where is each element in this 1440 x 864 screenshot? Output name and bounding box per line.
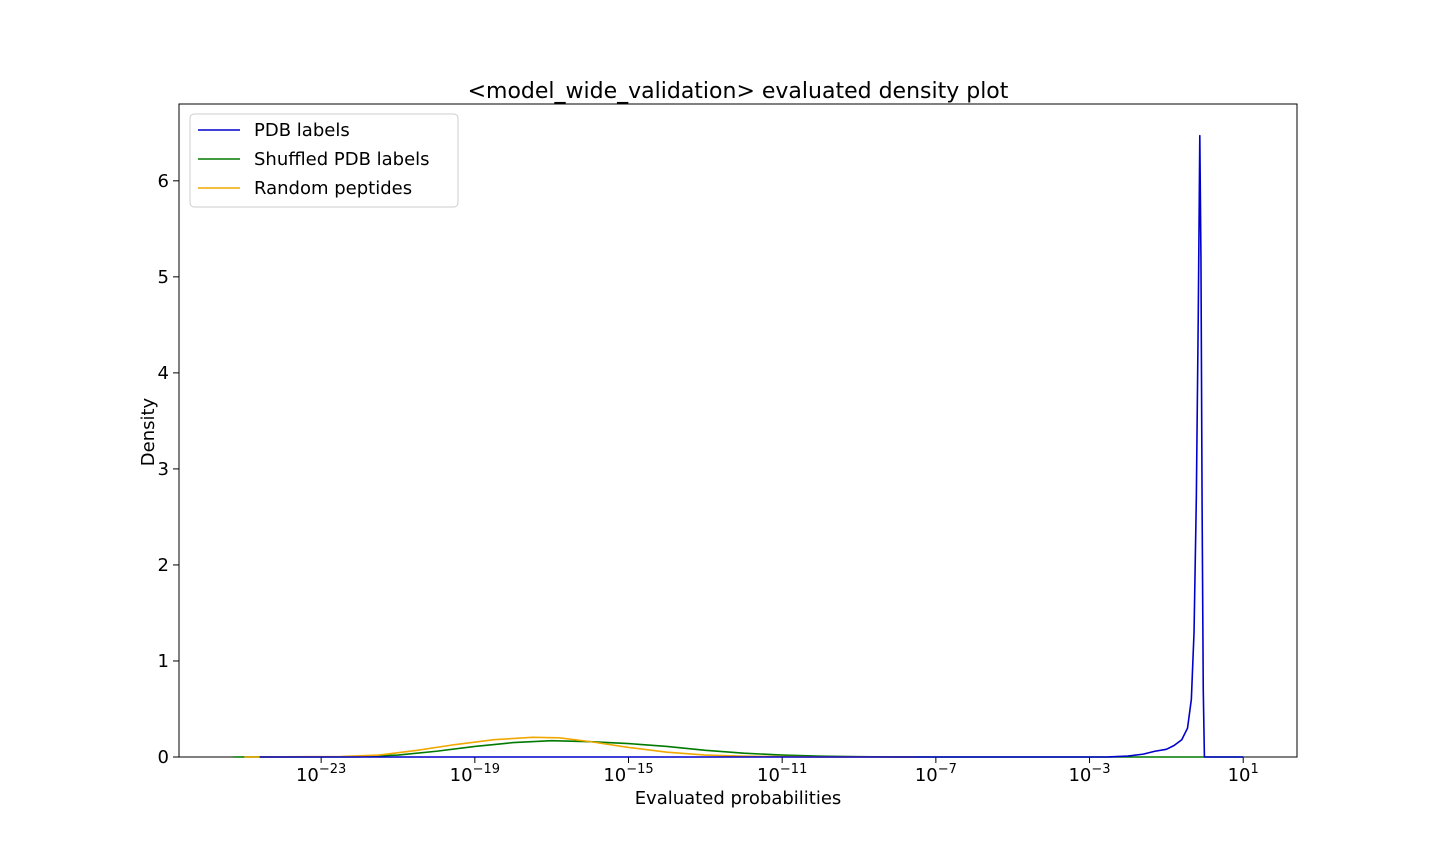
x-tick-label: 101 (1228, 762, 1259, 786)
y-axis-label: Density (138, 397, 159, 466)
x-tick-label: 10−7 (915, 762, 957, 786)
x-tick-label: 10−3 (1068, 762, 1110, 786)
legend-label: PDB labels (254, 120, 350, 141)
y-tick-label: 0 (158, 747, 169, 768)
series-line-pdb-labels (259, 134, 1244, 758)
y-tick-label: 5 (158, 267, 169, 288)
x-tick-label: 10−11 (757, 762, 807, 786)
y-axis-ticks: 0 1 2 3 4 5 6 (158, 171, 179, 768)
y-tick-label: 6 (158, 171, 169, 192)
legend-label: Random peptides (254, 178, 412, 199)
y-tick-label: 1 (158, 651, 169, 672)
x-tick-label: 10−23 (296, 762, 346, 786)
y-tick-label: 4 (158, 363, 169, 384)
x-tick-label: 10−15 (603, 762, 653, 786)
legend: PDB labels Shuffled PDB labels Random pept… (189, 113, 459, 208)
legend-label: Shuffled PDB labels (254, 149, 430, 170)
series-lines (232, 134, 1244, 758)
x-axis-ticks: 10−23 10−19 10−15 10−11 10−7 10−3 101 (296, 757, 1259, 786)
x-tick-label: 10−19 (450, 762, 500, 786)
y-tick-label: 3 (158, 459, 169, 480)
y-tick-label: 2 (158, 555, 169, 576)
series-line-random-peptides (244, 736, 917, 758)
chart-title: <model_wide_validation> evaluated densit… (468, 79, 1009, 104)
legend-box (189, 113, 459, 208)
x-axis-label: Evaluated probabilities (635, 788, 842, 809)
